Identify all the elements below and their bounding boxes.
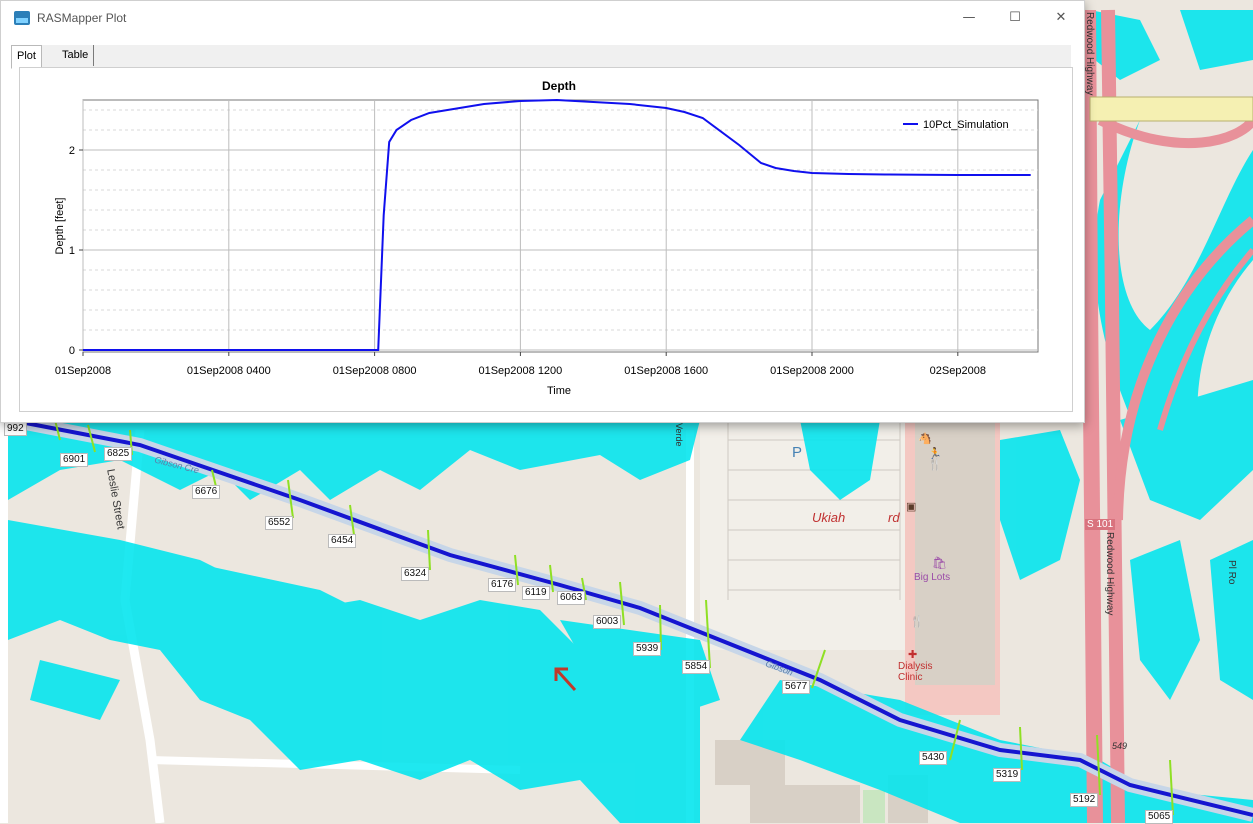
poi-ukiah-label: Ukiah — [812, 510, 846, 525]
major-gridlines — [82, 100, 1038, 352]
poi-dialysis-clinic: Dialysis Clinic — [898, 661, 933, 683]
y-axis-ticks: 0 1 2 — [69, 145, 83, 357]
street-label-verde: Verde — [674, 423, 684, 447]
chart-title: Depth — [542, 79, 576, 93]
cross-section-label[interactable]: 6324 — [401, 567, 430, 581]
cross-section-label[interactable]: 5939 — [633, 642, 662, 656]
x-tick-label: 01Sep2008 0800 — [333, 365, 417, 377]
rasmapper-app-icon — [14, 11, 30, 25]
street-label-redwood-top: Redwood Highway — [1084, 12, 1095, 96]
tab-plot[interactable]: Plot — [11, 45, 42, 69]
cross-section-label[interactable]: 5192 — [1070, 793, 1099, 807]
red-arrow-icon — [554, 667, 577, 692]
cross-section-label[interactable]: 992 — [4, 422, 27, 436]
cross-section-label[interactable]: 6676 — [192, 485, 221, 499]
route-label-549: 549 — [1112, 741, 1128, 751]
cross-section-label[interactable]: 5319 — [993, 768, 1022, 782]
close-button[interactable]: ✕ — [1055, 10, 1067, 25]
legend[interactable]: 10Pct_Simulation — [903, 119, 1009, 131]
big-lots-building — [915, 420, 995, 685]
street-label-partial-right: Pl Ro — [1226, 560, 1237, 585]
rasmapper-plot-window[interactable]: RASMapper Plot — ☐ ✕ Plot Table Depth 01… — [0, 0, 1085, 423]
tab-strip: Plot Table — [11, 45, 1071, 69]
restaurant-icon: 🍴 — [910, 616, 924, 628]
tab-table[interactable]: Table — [57, 45, 95, 66]
toy-store-icon: 🐴 — [918, 433, 932, 445]
big-lots-icon: 🛍 — [932, 556, 948, 570]
cross-section-label[interactable]: 6176 — [488, 578, 517, 592]
running-icon: 🏃 — [928, 448, 942, 460]
hospital-icon: ✚ — [908, 649, 918, 661]
overpass — [1089, 96, 1253, 122]
building — [750, 785, 860, 823]
x-tick-label: 01Sep2008 1200 — [478, 365, 562, 377]
restaurant-icon: 🍴 — [928, 459, 942, 471]
series-layer — [83, 98, 1031, 351]
cross-section-label[interactable]: 6003 — [593, 615, 622, 629]
parking-icon: P — [792, 444, 803, 461]
window-title: RASMapper Plot — [37, 11, 127, 25]
y-tick-label: 2 — [69, 145, 75, 157]
plot-area — [82, 99, 1039, 353]
x-tick-label: 02Sep2008 — [930, 365, 986, 377]
cross-section-label[interactable]: 5854 — [682, 660, 711, 674]
leslie-street — [120, 429, 165, 823]
x-tick-label: 01Sep2008 — [55, 365, 111, 377]
chart-panel[interactable]: Depth 01Sep2008 01Sep2008 0400 01Sep2008 0… — [19, 67, 1073, 412]
series-line-10pct-simulation — [83, 98, 1031, 351]
x-tick-label: 01Sep2008 0400 — [187, 365, 271, 377]
maximize-button[interactable]: ☐ — [1009, 10, 1021, 25]
cross-section-label[interactable]: 5677 — [782, 680, 811, 694]
route-shield-101: S 101 — [1085, 519, 1116, 530]
street-label-redwood-right: Redwood Highway — [1104, 532, 1115, 616]
cinema-icon: ▣ — [906, 501, 917, 513]
x-axis-ticks: 01Sep2008 01Sep2008 0400 01Sep2008 0800 01S… — [55, 352, 986, 377]
title-bar[interactable]: RASMapper Plot — ☐ ✕ — [1, 1, 1084, 35]
parking-rows — [727, 420, 901, 600]
poi-ukiah-label-tail: rd — [888, 510, 900, 525]
minimize-button[interactable]: — — [962, 10, 976, 25]
y-axis-label: Depth [feet] — [54, 198, 66, 255]
cross-section-label[interactable]: 5430 — [919, 751, 948, 765]
cross-section-label[interactable]: 6825 — [104, 447, 133, 461]
cross-section-label[interactable]: 6552 — [265, 516, 294, 530]
y-tick-label: 1 — [69, 245, 75, 257]
park — [863, 790, 885, 823]
y-tick-label: 0 — [69, 345, 75, 357]
x-tick-label: 01Sep2008 1600 — [624, 365, 708, 377]
legend-label-10pct: 10Pct_Simulation — [923, 119, 1009, 131]
map-left-edge — [0, 420, 8, 823]
x-axis-label: Time — [547, 385, 571, 397]
minor-street — [149, 756, 521, 774]
cross-section-label[interactable]: 6119 — [522, 586, 550, 600]
cross-section-label[interactable]: 6063 — [557, 591, 586, 605]
cross-section-label[interactable]: 5065 — [1145, 810, 1174, 824]
river-line — [9, 418, 1253, 817]
cross-section-label[interactable]: 6454 — [328, 534, 357, 548]
x-tick-label: 01Sep2008 2000 — [770, 365, 854, 377]
depth-chart[interactable]: Depth 01Sep2008 01Sep2008 0400 01Sep2008 0… — [20, 68, 1072, 411]
poi-big-lots: Big Lots — [914, 572, 951, 583]
cross-section-label[interactable]: 6901 — [60, 453, 89, 467]
